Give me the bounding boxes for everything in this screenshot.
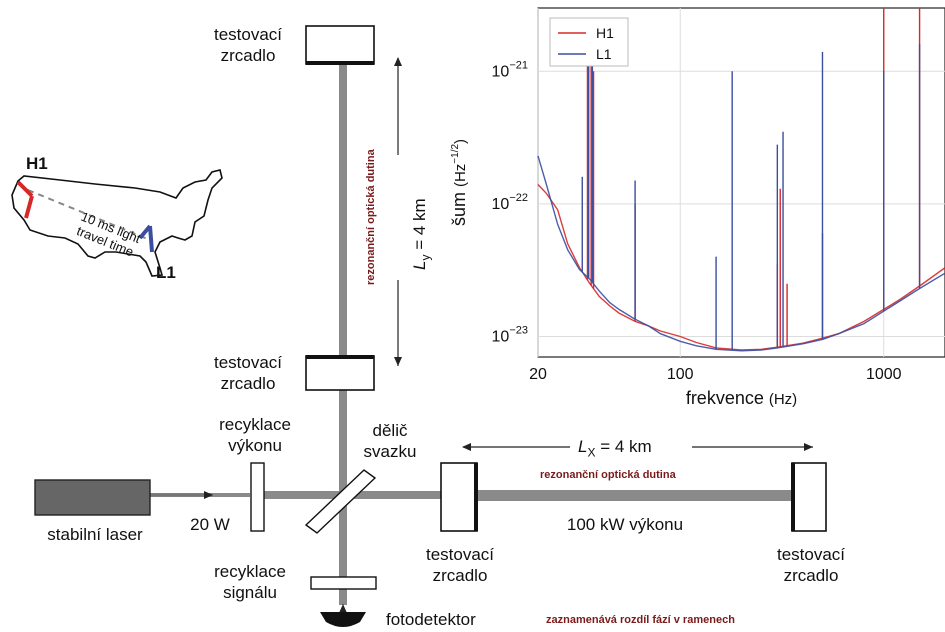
noise-chart: 20 100 1000 10−23 10−22 10−21 H1 L1 frekvence (H… [435,0,945,420]
y-tick-label: 10−22 [492,192,528,213]
x-tick-label: 1000 [866,366,902,383]
top-mirror-label: testovací zrcadlo [213,25,283,65]
middle-mirror-label: testovací zrcadlo [213,353,283,393]
vertical-cavity-label: rezonanční optická dutina [365,149,377,285]
x-tick-label: 20 [529,366,547,383]
laser-label: stabilní laser [47,525,143,544]
left-arm-mirror-label: testovací zrcadlo [425,545,495,585]
left-arm-test-mirror [440,462,478,532]
beam-splitter [304,469,377,534]
x-tick-label: 100 [667,366,694,383]
arm-power-label: 100 kW výkonu [566,515,684,534]
series-line-l1 [537,155,945,352]
vertical-arm-beam [339,64,347,360]
l1-map-label: L1 [156,263,176,282]
laser-box [34,479,151,516]
beam-splitter-label: dělič svazku [363,421,417,461]
laser-power-label: 20 W [190,515,230,534]
legend-box [549,17,629,67]
x-axis-label: frekvence (Hz) [686,388,797,408]
noise-chart-svg: 20 100 1000 10−23 10−22 10−21 H1 L1 frekvence (H… [449,7,945,408]
y-axis-label: šum (Hz−1/2) [449,139,469,226]
h1-detector-icon [16,180,34,219]
photodetector-label: fotodetektor [386,610,476,629]
horizontal-arm-beam [476,490,792,501]
lx-label: LX = 4 km [578,437,652,460]
y-tick-label: 10−21 [492,59,528,80]
usa-outline [11,169,223,277]
top-test-mirror [305,25,375,65]
ly-label: Ly = 4 km [410,198,433,270]
photodetector-icon [320,612,366,627]
signal-recycling-label: recyklace signálu [214,562,286,602]
y-tick-label: 10−23 [492,324,528,345]
legend-label-h1: H1 [596,25,614,41]
power-recycling-label: recyklace výkonu [219,415,291,455]
l1-detector-icon [138,224,154,253]
horizontal-cavity-label: rezonanční optická dutina [540,469,676,481]
middle-test-mirror [305,355,375,391]
right-arm-test-mirror [791,462,827,532]
photodetector-note: zaznamenává rozdíl fází v ramenech [546,614,735,626]
usa-map [11,169,223,277]
right-arm-mirror-label: testovací zrcadlo [776,545,846,585]
h1-map-label: H1 [26,154,48,173]
signal-recycling-mirror [310,576,377,590]
power-recycling-mirror [250,462,265,532]
legend-label-l1: L1 [596,46,612,62]
